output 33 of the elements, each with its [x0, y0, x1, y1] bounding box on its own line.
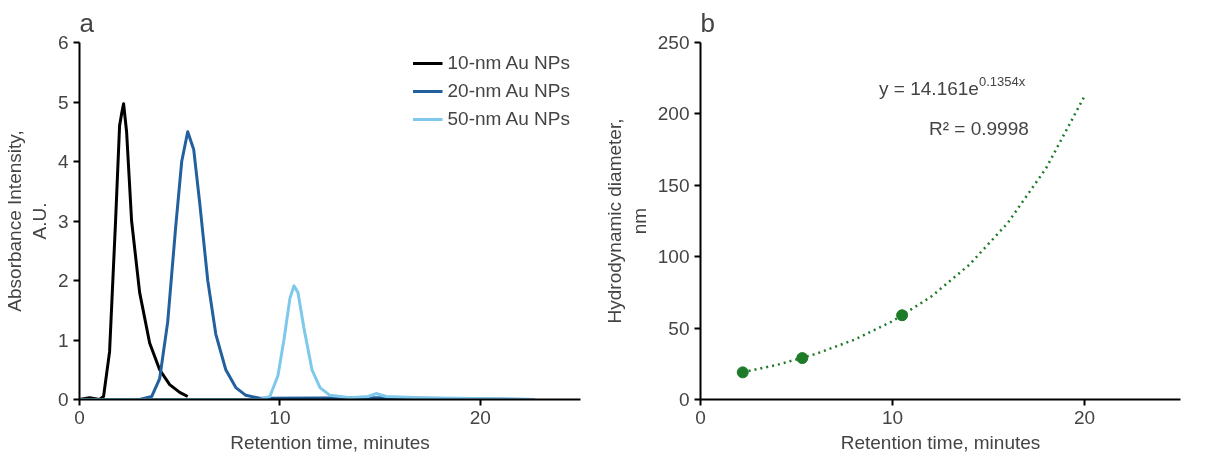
x-tick-label: 20	[469, 406, 491, 428]
x-axis-title: Retention time, minutes	[230, 431, 430, 453]
chart-title: b	[700, 7, 715, 38]
y-tick-label: 3	[57, 210, 69, 232]
y-tick-label: 0	[678, 389, 690, 410]
point	[796, 352, 809, 365]
legend-label: 50-nm Au NPs	[447, 108, 570, 130]
y-tick-label: 150	[657, 174, 690, 196]
y-tick-label: 4	[57, 151, 69, 172]
x-tick-label: 10	[881, 406, 904, 428]
y-tick-label: 200	[657, 103, 690, 125]
x-tick-label: 10	[269, 406, 291, 428]
y-tick-label: 1	[57, 329, 69, 351]
legend-label: 20-nm Au NPs	[447, 80, 570, 102]
x-tick-label: 20	[1073, 406, 1096, 428]
y-tick-label: 0	[57, 389, 69, 410]
annotation: R² = 0.9998	[928, 117, 1029, 139]
y-tick-label: 6	[57, 32, 69, 53]
y-tick-label: 2	[57, 270, 69, 291]
y-axis-title: Absorbance Intensity, A.U.	[3, 130, 50, 312]
x-tick-label: 0	[695, 406, 706, 428]
x-tick-label: 0	[74, 406, 85, 428]
chart-title: a	[79, 7, 95, 38]
y-axis-title: Hydrodynamic diameter, nm	[603, 118, 650, 324]
x-axis-title: Retention time, minutes	[840, 431, 1041, 453]
y-tick-label: 50	[668, 317, 690, 339]
legend-label: 10-nm Au NPs	[447, 52, 570, 74]
y-tick-label: 100	[657, 246, 690, 268]
point	[736, 366, 749, 379]
point	[896, 309, 909, 322]
y-tick-label: 250	[657, 32, 690, 53]
line-series	[79, 284, 536, 400]
y-tick-label: 5	[57, 91, 69, 113]
